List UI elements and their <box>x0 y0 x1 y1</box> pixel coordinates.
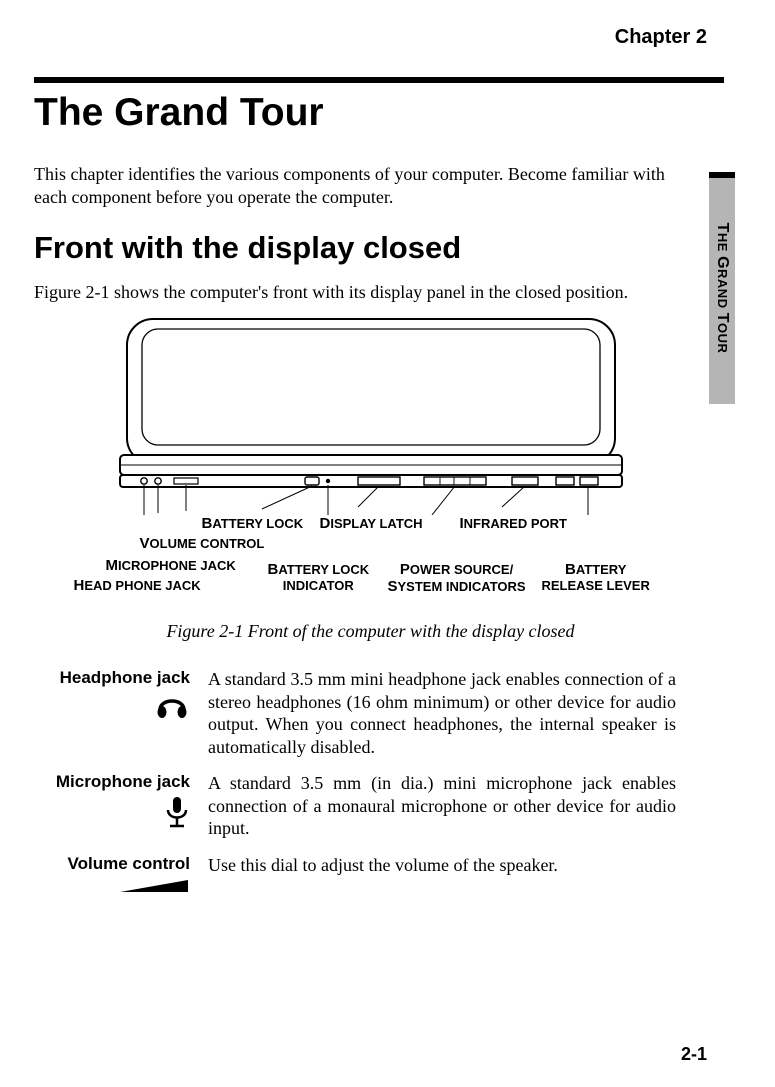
page-number: 2-1 <box>681 1044 707 1065</box>
page-title: The Grand Tour <box>34 91 707 135</box>
section-heading: Front with the display closed <box>34 230 707 266</box>
label-display-latch: DISPLAY LATCH <box>320 515 423 532</box>
term-headphone: Headphone jack <box>40 668 208 720</box>
body-text: Figure 2-1 shows the computer's front wi… <box>34 282 707 303</box>
label-headphone-jack: HEAD PHONE JACK <box>74 577 201 594</box>
term-volume: Volume control <box>40 854 208 896</box>
laptop-illustration <box>102 317 640 515</box>
desc-volume: Use this dial to adjust the volume of th… <box>208 854 676 877</box>
figure-caption: Figure 2-1 Front of the computer with th… <box>102 621 640 642</box>
label-battery-lock-indicator: BATTERY LOCK INDICATOR <box>268 561 370 593</box>
microphone-icon <box>164 796 190 830</box>
volume-icon <box>118 878 190 896</box>
label-power-source: POWER SOURCE/ SYSTEM INDICATORS <box>388 561 526 595</box>
side-tab-text: THE GRAND TOUR <box>713 223 731 354</box>
definitions: Headphone jack A standard 3.5 mm mini he… <box>40 668 676 896</box>
desc-microphone: A standard 3.5 mm (in dia.) mini microph… <box>208 772 676 840</box>
rule <box>34 77 724 83</box>
label-battery-release: BATTERY RELEASE LEVER <box>542 561 650 593</box>
label-battery-lock: BATTERY LOCK <box>202 515 304 532</box>
label-volume-control: VOLUME CONTROL <box>140 535 265 552</box>
headphone-icon <box>154 692 190 720</box>
side-tab: THE GRAND TOUR <box>709 172 735 404</box>
chapter-label: Chapter 2 <box>34 26 707 49</box>
intro-text: This chapter identifies the various comp… <box>34 163 674 208</box>
figure: BATTERY LOCK DISPLAY LATCH INFRARED PORT… <box>102 317 640 642</box>
label-microphone-jack: MICROPHONE JACK <box>106 557 236 574</box>
term-microphone: Microphone jack <box>40 772 208 830</box>
desc-headphone: A standard 3.5 mm mini headphone jack en… <box>208 668 676 758</box>
label-infrared-port: INFRARED PORT <box>460 515 567 532</box>
